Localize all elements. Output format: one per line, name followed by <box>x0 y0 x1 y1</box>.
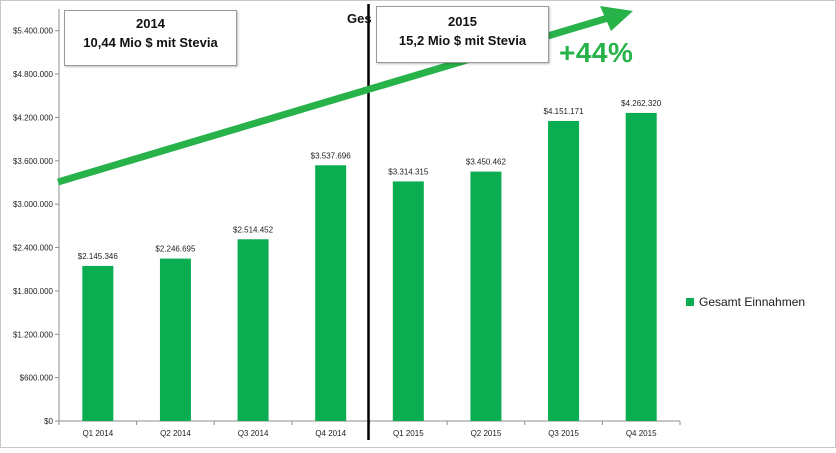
bar-value-label: $4.151.171 <box>544 107 585 116</box>
y-tick-label: $4.800.000 <box>13 70 54 79</box>
bar <box>548 120 580 422</box>
callout-2015-text: 15,2 Mio $ mit Stevia <box>398 33 527 48</box>
callout-2014-year: 2014 <box>136 16 165 31</box>
y-tick-label: $1.800.000 <box>13 287 54 296</box>
x-category-label: Q4 2015 <box>626 429 657 438</box>
callout-2015-year: 2015 <box>448 14 477 29</box>
bar-value-label: $3.314.315 <box>388 167 429 176</box>
bar <box>159 258 191 421</box>
bar-value-label: $4.262.320 <box>621 99 662 108</box>
legend-label: Gesamt Einnahmen <box>699 295 806 309</box>
growth-percentage: +44% <box>559 37 634 68</box>
x-category-label: Q1 2014 <box>82 429 113 438</box>
bar <box>625 112 657 422</box>
legend-swatch <box>686 298 694 306</box>
x-category-label: Q3 2014 <box>238 429 269 438</box>
y-tick-label: $3.000.000 <box>13 200 54 209</box>
y-tick-label: $5.400.000 <box>13 27 54 36</box>
callout-2014: 2014 10,44 Mio $ mit Stevia <box>64 10 237 66</box>
bar-value-label: $2.514.452 <box>233 225 274 234</box>
y-tick-label: $1.200.000 <box>13 330 54 339</box>
x-category-label: Q4 2014 <box>315 429 346 438</box>
x-category-label: Q3 2015 <box>548 429 579 438</box>
bar-value-label: $2.246.695 <box>155 245 196 254</box>
bar <box>82 265 114 421</box>
x-category-label: Q1 2015 <box>393 429 424 438</box>
bar-value-label: $2.145.346 <box>78 252 119 261</box>
callout-2015: 2015 15,2 Mio $ mit Stevia <box>376 6 549 63</box>
y-tick-label: $0 <box>44 417 53 426</box>
x-category-label: Q2 2014 <box>160 429 191 438</box>
bar <box>392 181 424 421</box>
bar <box>470 171 502 421</box>
callout-2014-text: 10,44 Mio $ mit Stevia <box>83 35 218 50</box>
legend: Gesamt Einnahmen <box>686 295 805 309</box>
bar-value-label: $3.537.696 <box>311 151 352 160</box>
bar-value-label: $3.450.462 <box>466 158 507 167</box>
x-category-label: Q2 2015 <box>471 429 502 438</box>
y-tick-label: $4.200.000 <box>13 113 54 122</box>
y-tick-label: $600.000 <box>20 374 54 383</box>
y-tick-label: $3.600.000 <box>13 157 54 166</box>
bar <box>315 165 347 421</box>
chart-title-fragment: Ges <box>347 11 372 26</box>
bar <box>237 239 269 421</box>
growth-arrow-head <box>600 6 633 31</box>
y-tick-label: $2.400.000 <box>13 244 54 253</box>
